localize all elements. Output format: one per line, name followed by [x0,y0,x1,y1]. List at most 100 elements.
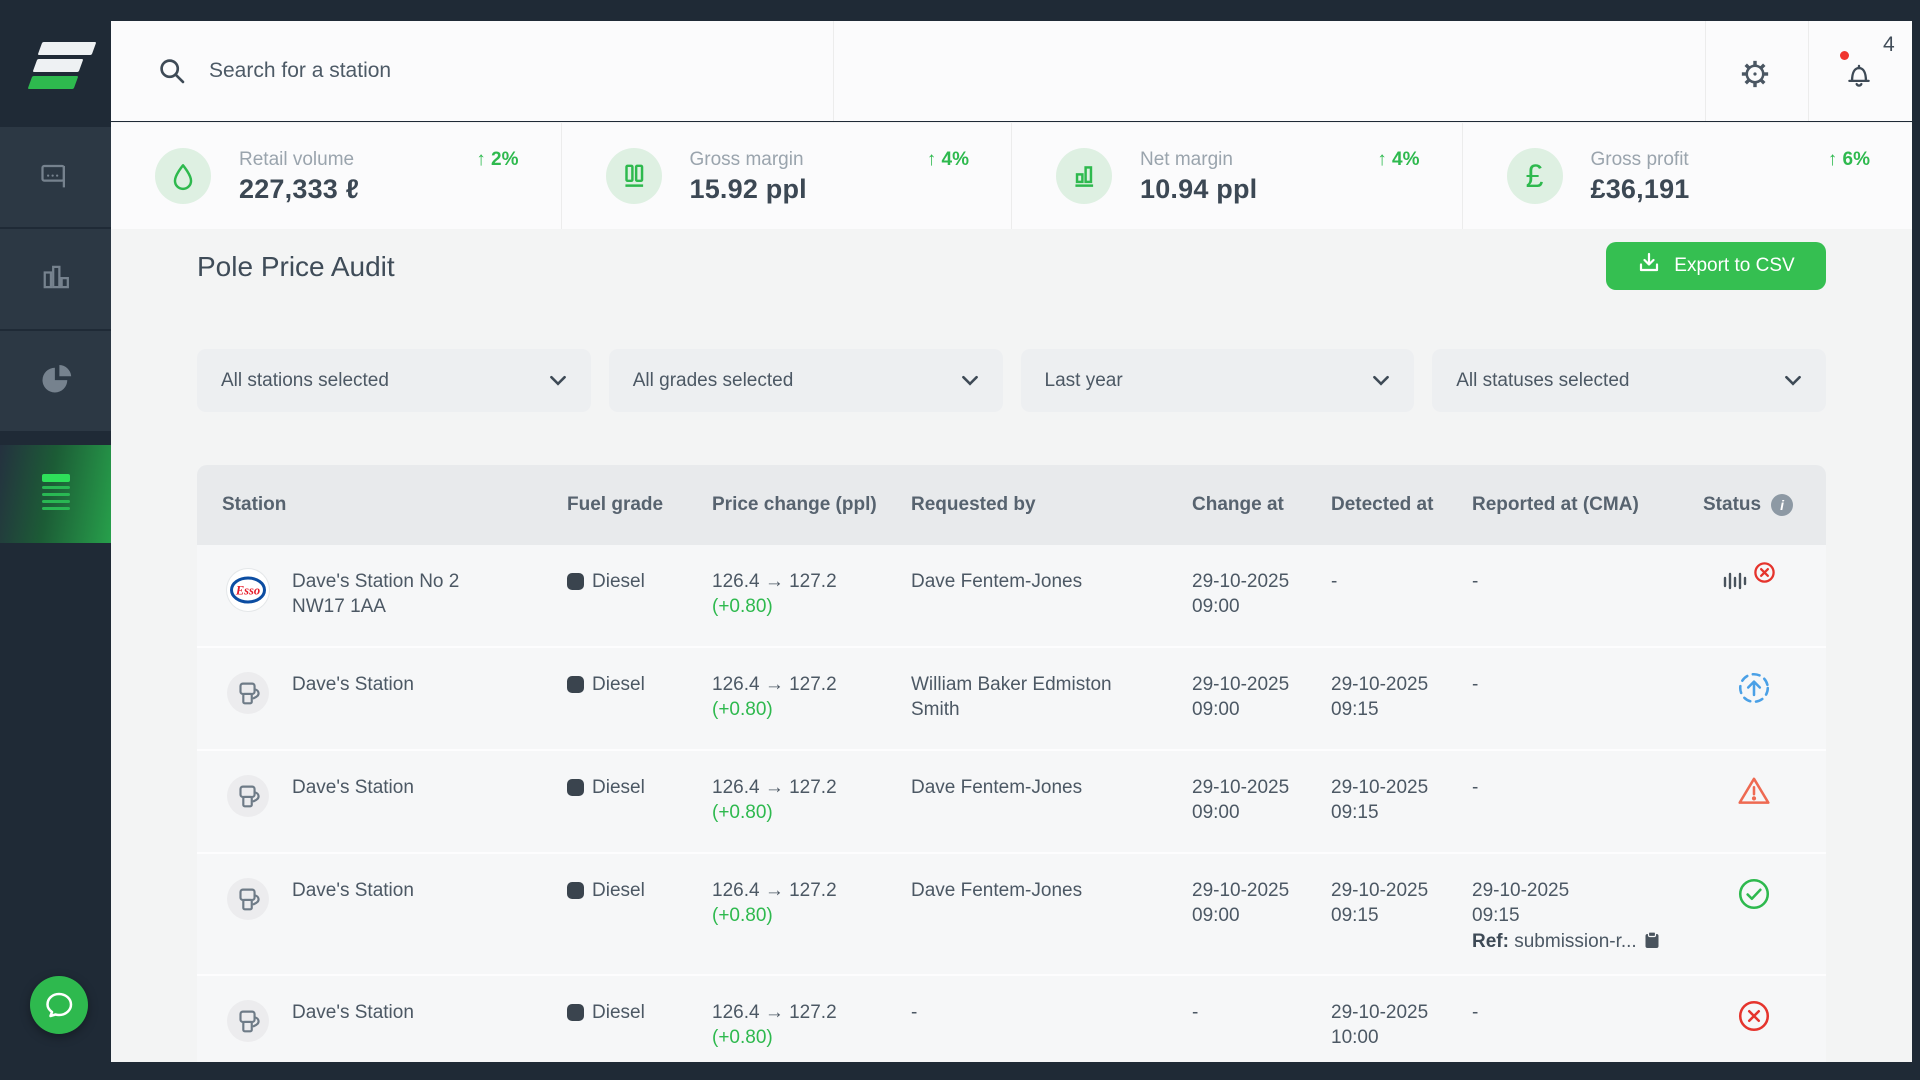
column-header-requested-by: Requested by [911,494,1036,515]
kpi-label: Net margin [1140,149,1233,170]
filter-bar: All stations selected All grades selecte… [197,349,1826,412]
sidebar [0,0,111,1080]
chevron-down-icon [1784,375,1802,386]
error-badge-icon [1753,561,1776,591]
kpi-gross-profit: £ Gross profit £36,191 ↑ 6% [1461,123,1913,229]
sidebar-item-analytics[interactable] [0,229,111,329]
kpi-change: ↑ 6% [1827,149,1870,170]
reported-at: - [1472,571,1479,592]
pound-icon: £ [1506,148,1563,204]
warning-icon[interactable] [1736,773,1772,816]
chat-widget-button[interactable] [30,976,88,1034]
column-header-reported-at: Reported at (CMA) [1472,494,1639,515]
settings-button[interactable] [1739,58,1771,93]
kpi-value: £36,191 [1590,174,1690,204]
bar-graph-icon [1056,148,1112,204]
requested-by: - [911,1002,918,1023]
fuel-grade: Diesel [592,777,645,798]
top-bar: 4 [111,21,1912,121]
kpi-value: 10.94 ppl [1140,174,1258,204]
search-input[interactable] [209,21,769,121]
svg-text:Esso: Esso [235,584,260,598]
table-row[interactable]: Dave's Station Diesel 126.4 → 127.2 (+0.8… [197,648,1826,751]
download-icon [1637,251,1661,281]
price-change: 126.4 → 127.2 [712,674,837,695]
price-delta: (+0.80) [712,802,773,823]
grade-swatch [567,779,584,796]
table-row[interactable]: Dave's Station Diesel 126.4 → 127.2 (+0.8… [197,976,1826,1062]
pound-glyph: £ [1525,158,1544,194]
kpi-label: Retail volume [239,149,355,170]
price-change: 126.4 → 127.2 [712,880,837,901]
sidebar-item-price-sign[interactable] [0,127,111,227]
divider [833,21,834,121]
price-delta: (+0.80) [712,596,773,617]
bell-icon [1843,64,1875,94]
error-icon[interactable] [1736,998,1772,1041]
price-list-icon [41,474,70,514]
station-name: Dave's Station [292,777,414,798]
price-delta: (+0.80) [712,1027,773,1048]
table-row[interactable]: Esso Dave's Station No 2 NW17 1AA Diesel… [197,545,1826,648]
price-change: 126.4 → 127.2 [712,777,837,798]
price-sign-icon [38,157,74,198]
reported-at: - [1472,1002,1479,1023]
sidebar-item-pole-price-audit[interactable] [0,445,111,543]
pie-chart-icon [38,361,74,402]
period-filter-dropdown[interactable]: Last year [1020,349,1415,412]
column-header-station: Station [222,494,287,515]
column-header-price-change: Price change (ppl) [712,494,877,515]
sidebar-item-reports[interactable] [0,331,111,431]
table-row[interactable]: Dave's Station Diesel 126.4 → 127.2 (+0.8… [197,751,1826,854]
price-change: 126.4 → 127.2 [712,1002,837,1023]
notifications-button[interactable] [1840,51,1875,94]
divider [1808,21,1809,121]
table-row[interactable]: Dave's Station Diesel 126.4 → 127.2 (+0.8… [197,854,1826,976]
notification-dot [1840,51,1849,60]
change-at: 29-10-2025 09:00 [1192,571,1290,617]
grade-swatch [567,882,584,899]
grades-filter-dropdown[interactable]: All grades selected [608,349,1003,412]
price-delta: (+0.80) [712,905,773,926]
export-csv-button[interactable]: Export to CSV [1606,242,1826,290]
kpi-bar: Retail volume 227,333 ℓ ↑ 2% Gross margi… [111,122,1912,229]
grade-swatch [567,1004,584,1021]
divider [1705,21,1706,121]
double-bars-icon [605,148,662,204]
station-name: Dave's Station No 2 [292,571,460,592]
statuses-filter-value: All statuses selected [1456,369,1630,391]
stations-filter-dropdown[interactable]: All stations selected [197,349,591,412]
kpi-value: 227,333 ℓ [239,174,360,204]
export-csv-label: Export to CSV [1674,255,1795,276]
price-delta: (+0.80) [712,699,773,720]
kpi-change: ↑ 4% [1377,149,1420,170]
grades-filter-value: All grades selected [632,369,794,391]
requested-by: Dave Fentem-Jones [911,777,1083,798]
search-icon [157,56,187,91]
notification-count: 4 [1883,33,1895,56]
grade-swatch [567,573,584,590]
change-at: - [1192,1002,1199,1023]
reported-at: - [1472,674,1479,695]
ref-value: submission-r... [1508,931,1637,952]
requested-by: Dave Fentem-Jones [911,571,1083,592]
stations-filter-value: All stations selected [221,369,389,391]
reported-at: 29-10-2025 09:15 [1472,880,1570,926]
column-header-detected-at: Detected at [1331,494,1434,515]
statuses-filter-dropdown[interactable]: All statuses selected [1432,349,1826,412]
requested-by: Dave Fentem-Jones [911,880,1083,901]
upload-progress-icon[interactable] [1736,670,1772,713]
scan-error-icon[interactable] [1720,561,1776,605]
logo-bar [32,59,84,72]
ref-label: Ref: [1472,931,1509,952]
fuel-grade: Diesel [592,1002,645,1023]
detected-at: 29-10-2025 09:15 [1331,777,1429,823]
station-name: Dave's Station [292,880,414,901]
change-at: 29-10-2025 09:00 [1192,674,1290,720]
change-at: 29-10-2025 09:00 [1192,777,1290,823]
fuel-pump-icon [227,878,269,920]
success-icon[interactable] [1736,876,1772,919]
edgepetrol-logo[interactable] [27,42,97,93]
clipboard-copy-icon[interactable] [1644,931,1660,956]
info-icon[interactable]: i [1771,494,1794,516]
